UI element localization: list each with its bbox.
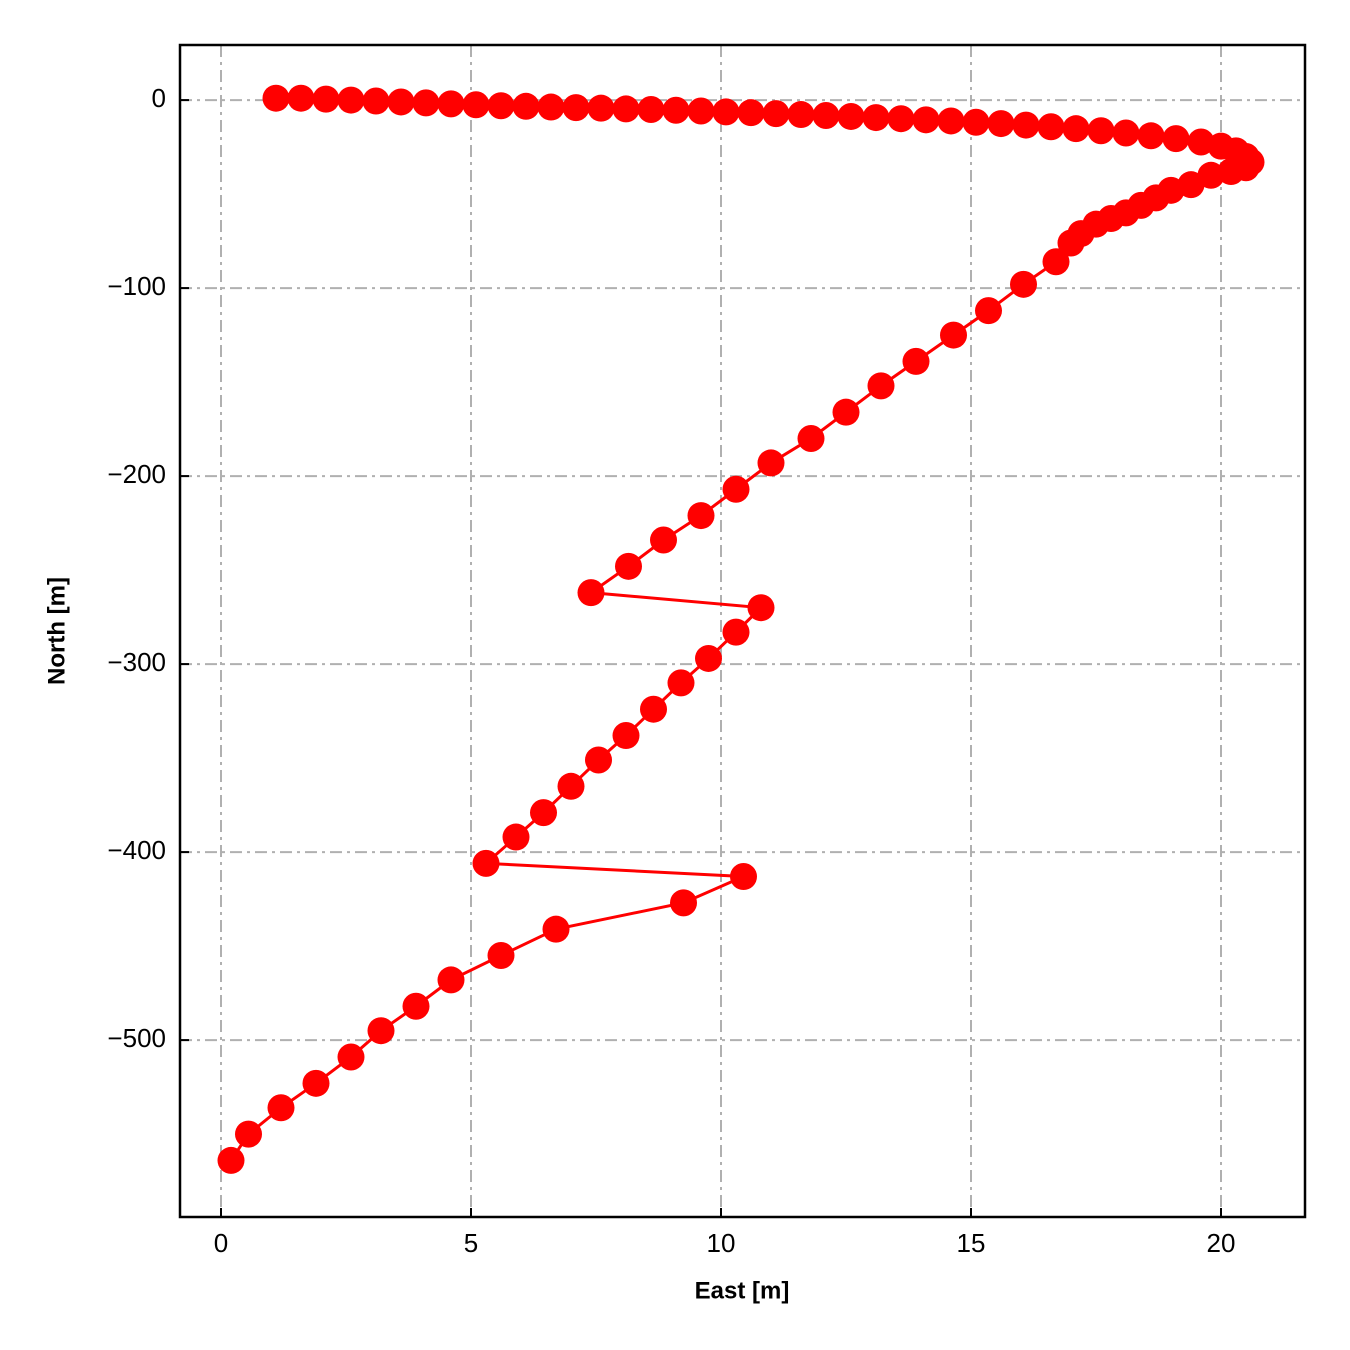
marker	[437, 90, 465, 118]
marker	[487, 941, 515, 969]
marker	[267, 1094, 295, 1122]
marker	[217, 1146, 245, 1174]
marker	[1217, 158, 1245, 186]
y-tick-label: −100	[107, 271, 166, 301]
marker	[757, 449, 785, 477]
marker	[832, 398, 860, 426]
marker	[687, 502, 715, 530]
marker	[975, 297, 1002, 325]
marker	[235, 1120, 262, 1148]
y-tick-label: 0	[152, 83, 166, 113]
marker	[637, 95, 665, 123]
marker	[337, 86, 365, 114]
marker	[1197, 161, 1225, 189]
marker	[687, 97, 715, 125]
marker	[712, 98, 740, 126]
y-tick-label: −300	[107, 647, 166, 677]
y-tick-label: −500	[107, 1023, 166, 1053]
marker	[862, 104, 890, 132]
marker	[412, 89, 440, 117]
marker	[512, 92, 540, 120]
marker	[987, 110, 1015, 138]
marker	[530, 799, 557, 827]
marker	[650, 526, 677, 554]
marker	[615, 552, 642, 580]
marker	[962, 108, 990, 136]
marker	[747, 594, 775, 622]
y-tick-label: −200	[107, 459, 166, 489]
marker	[337, 1043, 365, 1071]
marker	[1037, 113, 1065, 141]
marker	[762, 100, 790, 128]
marker	[1012, 111, 1040, 139]
marker	[667, 669, 695, 697]
marker	[362, 87, 390, 115]
marker	[940, 321, 967, 349]
marker	[487, 92, 515, 120]
plot-frame	[178, 43, 1307, 1219]
marker	[542, 915, 570, 943]
marker	[1042, 248, 1070, 276]
marker	[462, 91, 490, 119]
marker	[887, 105, 915, 133]
marker	[1187, 128, 1215, 156]
marker	[502, 823, 530, 851]
marker	[537, 93, 565, 121]
marker	[577, 579, 605, 607]
marker	[612, 722, 640, 750]
marker	[695, 644, 722, 672]
marker	[797, 424, 825, 452]
marker	[912, 106, 940, 134]
marker	[557, 772, 585, 800]
marker	[1112, 119, 1140, 147]
x-tick-label: 15	[957, 1228, 986, 1258]
marker	[1057, 229, 1085, 257]
x-tick-label: 20	[1207, 1228, 1236, 1258]
marker	[437, 966, 465, 994]
marker	[737, 99, 765, 127]
marker	[1137, 122, 1165, 150]
marker	[287, 84, 315, 112]
marker	[562, 94, 590, 122]
marker	[722, 475, 750, 503]
marker	[812, 102, 840, 130]
marker	[937, 107, 965, 135]
marker	[787, 101, 815, 129]
marker	[730, 863, 757, 891]
marker	[1162, 125, 1190, 153]
marker	[1087, 117, 1115, 145]
x-tick-label: 0	[214, 1228, 228, 1258]
marker	[587, 94, 615, 122]
marker	[585, 746, 612, 774]
x-axis-label: East [m]	[695, 1277, 790, 1304]
y-tick-label: −400	[107, 835, 166, 865]
marker	[902, 347, 930, 375]
marker	[612, 95, 640, 123]
marker	[312, 85, 340, 113]
marker	[722, 618, 750, 646]
marker	[1062, 115, 1090, 143]
y-axis-label: North [m]	[43, 577, 70, 685]
marker	[472, 849, 500, 877]
marker	[1010, 270, 1037, 298]
marker	[387, 88, 415, 116]
marker	[867, 372, 895, 400]
marker	[262, 84, 290, 112]
marker	[367, 1017, 395, 1045]
marker	[640, 695, 667, 723]
marker	[302, 1069, 330, 1097]
x-tick-label: 10	[707, 1228, 736, 1258]
marker	[837, 102, 865, 130]
marker	[402, 992, 430, 1020]
marker	[670, 889, 697, 917]
x-tick-label: 5	[464, 1228, 478, 1258]
marker	[662, 96, 690, 124]
